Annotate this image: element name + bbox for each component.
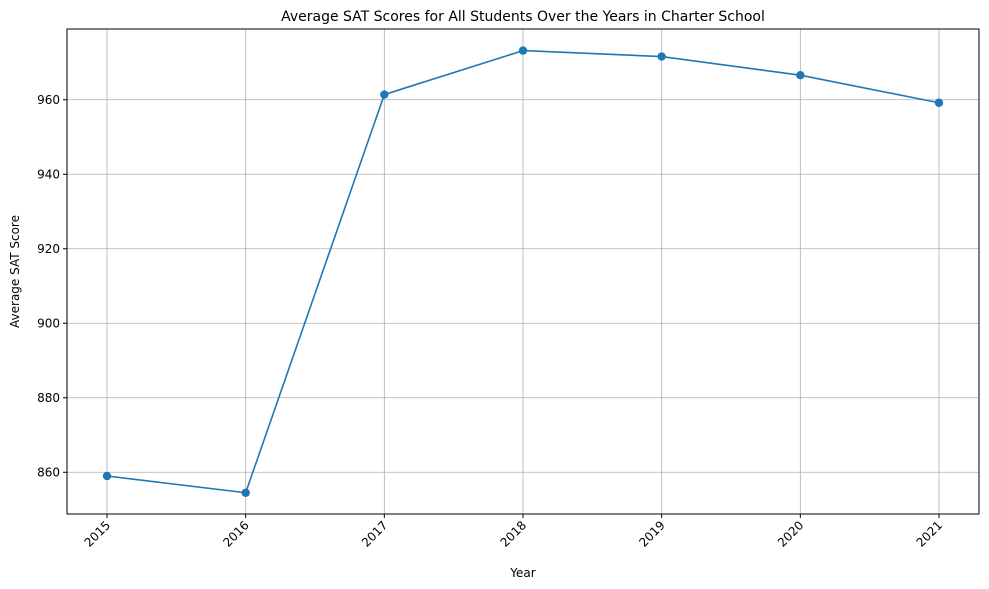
data-point	[380, 90, 389, 99]
x-tick-label: 2021	[914, 518, 945, 549]
data-point	[518, 46, 528, 55]
y-tick-label: 940	[37, 167, 60, 181]
grid	[67, 29, 979, 514]
x-axis-label: Year	[509, 566, 535, 580]
data-point	[796, 70, 805, 80]
data-point	[241, 488, 250, 497]
data-point	[102, 471, 112, 481]
y-tick-label: 960	[37, 93, 60, 107]
data-point	[657, 52, 666, 61]
x-tick-label: 2015	[82, 518, 113, 549]
x-tick-label: 2016	[220, 518, 251, 549]
chart-title: Average SAT Scores for All Students Over…	[281, 9, 765, 25]
y-tick-label: 860	[37, 465, 60, 479]
y-tick-label: 880	[37, 391, 60, 405]
x-tick-label: 2019	[636, 518, 667, 549]
y-axis-label: Average SAT Score	[8, 215, 22, 328]
x-tick-label: 2018	[498, 518, 529, 549]
plot-frame	[66, 28, 980, 515]
axis-ticks: 2015 2016 2017 2018 2019 2020 2021 860 880 900 920…	[37, 93, 945, 550]
x-tick-label: 2017	[359, 518, 390, 549]
data-point	[934, 98, 944, 107]
x-tick-label: 2020	[775, 518, 806, 549]
series-layer	[102, 46, 944, 497]
y-tick-label: 920	[37, 242, 60, 256]
y-tick-label: 900	[37, 316, 60, 330]
